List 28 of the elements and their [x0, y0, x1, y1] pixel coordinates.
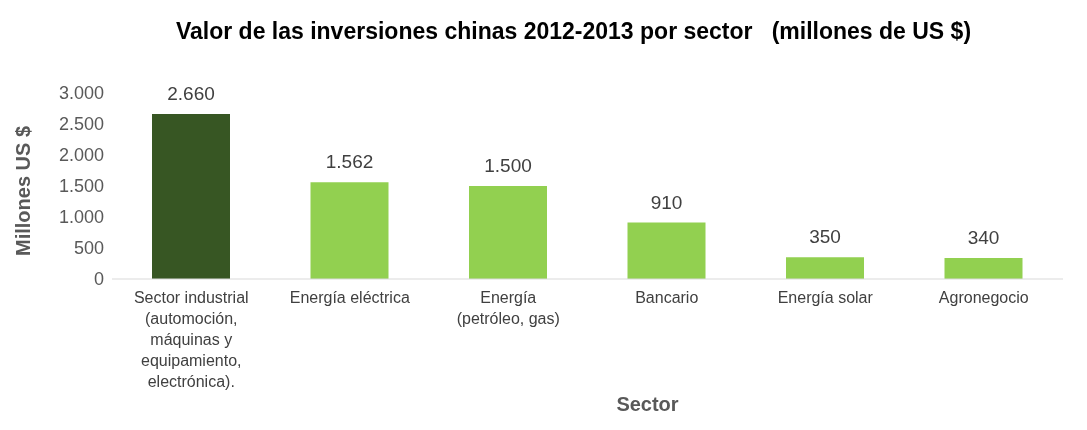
data-label: 350: [809, 226, 841, 248]
y-tick-label: 3.000: [58, 83, 104, 104]
x-tick-label: Energía (petróleo, gas): [456, 289, 560, 327]
y-tick-label: 1.000: [58, 207, 104, 228]
x-tick-label: Bancario: [635, 289, 699, 306]
data-label: 1.562: [325, 151, 374, 173]
y-tick-label: 1.500: [58, 176, 104, 197]
bar: [627, 222, 706, 279]
data-label: 340: [967, 226, 1000, 248]
x-tick-label: Energía solar: [777, 289, 874, 306]
y-tick-label: 500: [73, 238, 104, 259]
data-label: 1.500: [484, 155, 532, 176]
x-tick-label: Sector industrial (automoción, máquinas y equipamiento, electrónica).: [133, 289, 249, 390]
data-label: 2.660: [167, 83, 215, 105]
y-tick-label: 0: [93, 269, 104, 290]
x-axis-title: Sector: [616, 393, 679, 415]
y-tick-label: 2.000: [58, 145, 104, 166]
y-axis-title: Millones US $: [12, 125, 35, 256]
y-tick-label: 2.500: [58, 114, 104, 135]
bar: [469, 186, 547, 279]
bar: [944, 257, 1023, 279]
bar: [786, 257, 864, 279]
bar: [152, 114, 230, 279]
bar: [310, 182, 389, 279]
data-label: 910: [650, 191, 683, 213]
x-tick-label: Agronegocio: [938, 289, 1029, 306]
x-tick-label: Energía eléctrica: [289, 289, 410, 306]
chart-title: Valor de las inversiones chinas 2012-2013 por sector (millones de US $): [174, 17, 973, 45]
